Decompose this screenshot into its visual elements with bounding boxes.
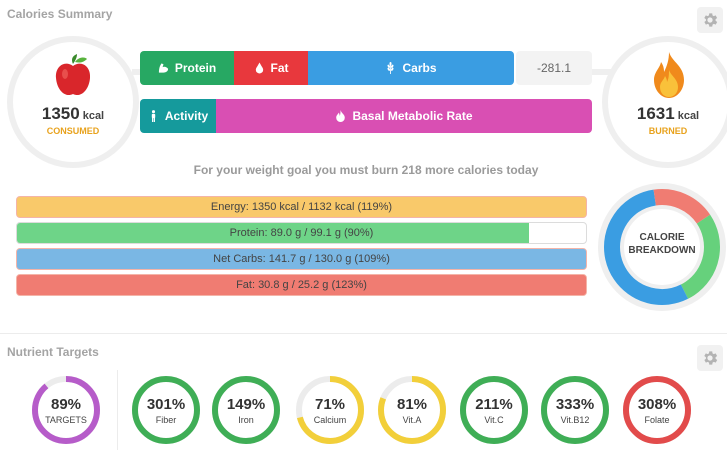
nutrient-target-iron[interactable]: 149% Iron — [211, 375, 281, 445]
nutrient-ring — [541, 376, 609, 444]
consumed-unit: kcal — [82, 110, 105, 122]
nutrient-ring-progress — [378, 376, 446, 444]
nutrient-percent: 149% — [226, 396, 266, 413]
nutrient-name: Vit.B12 — [560, 415, 590, 425]
burn-activity-label: Activity — [164, 109, 209, 123]
consumed-value: 1350 — [41, 104, 80, 123]
drop-icon — [255, 62, 263, 74]
flame-icon — [654, 52, 684, 98]
weight-goal-message: For your weight goal you must burn 218 m… — [193, 163, 539, 177]
nutrient-target-vit-c[interactable]: 211% Vit.C — [459, 375, 529, 445]
person-icon — [151, 110, 156, 122]
nutrient-name: Folate — [644, 415, 670, 425]
donut-segment-carbs[interactable] — [598, 183, 726, 311]
nutrient-ring-progress — [132, 376, 200, 444]
burn-bmr-label: Basal Metabolic Rate — [352, 109, 473, 123]
burn-activity-segment[interactable]: Activity — [140, 99, 216, 133]
arm-icon — [158, 63, 168, 73]
fat-progress-bar[interactable]: Fat: 30.8 g / 25.2 g (123%) — [16, 274, 587, 296]
burned-value: 1631 — [636, 104, 675, 123]
nutrient-name: Vit.C — [484, 415, 504, 425]
energy-progress-bar[interactable]: Energy: 1350 kcal / 1132 kcal (119%) — [16, 196, 587, 218]
nutrient-target-vit-b12[interactable]: 333% Vit.B12 — [540, 375, 610, 445]
nutrient-name: TARGETS — [45, 415, 87, 425]
nutrient-target-fiber[interactable]: 301% Fiber — [131, 375, 201, 445]
nutrient-percent: 211% — [475, 396, 513, 413]
protein-progress-fill — [17, 223, 530, 243]
protein-progress-bar[interactable]: Protein: 89.0 g / 99.1 g (90%) — [16, 222, 587, 244]
nutrient-ring-progress — [623, 376, 691, 444]
burned-unit: kcal — [677, 110, 700, 122]
nutrient-ring-progress — [541, 376, 609, 444]
nutrient-ring — [378, 376, 446, 444]
nutrient-name: Iron — [238, 415, 254, 425]
nutrient-ring — [132, 376, 200, 444]
consumed-label: CONSUMED — [46, 126, 100, 136]
intake-fat-label: Fat — [270, 61, 289, 75]
calorie-breakdown-chart[interactable]: CALORIE BREAKDOWN — [598, 183, 726, 311]
burn-bar: Activity Basal Metabolic Rate — [140, 99, 592, 133]
nutrient-name: Vit.A — [402, 415, 422, 425]
nutrient-ring-progress — [296, 376, 364, 444]
energy-progress-label: Energy: 1350 kcal / 1132 kcal (119%) — [210, 201, 393, 213]
summary-settings-button[interactable] — [697, 7, 723, 33]
net-carbs-progress-bar[interactable]: Net Carbs: 141.7 g / 130.0 g (109%) — [16, 248, 587, 270]
apple-icon — [55, 54, 91, 96]
nutrient-targets-title: Nutrient Targets — [7, 345, 99, 359]
nutrient-target-targets[interactable]: 89% TARGETS — [31, 375, 101, 445]
donut-center — [624, 209, 700, 285]
flame-small-icon — [336, 110, 346, 122]
section-divider — [0, 333, 727, 334]
nutrient-percent: 308% — [637, 396, 677, 413]
fat-progress-label: Fat: 30.8 g / 25.2 g (123%) — [236, 279, 367, 291]
gear-icon — [704, 351, 718, 365]
connector-left — [132, 69, 144, 75]
intake-protein-label: Protein — [174, 61, 217, 75]
connector-right — [588, 69, 612, 75]
nutrient-target-folate[interactable]: 308% Folate — [622, 375, 692, 445]
calories-summary-title: Calories Summary — [7, 7, 113, 21]
nutrient-target-vit-a[interactable]: 81% Vit.A — [377, 375, 447, 445]
nutrient-percent: 89% — [50, 396, 82, 413]
net-carbs-progress-fill — [17, 249, 586, 269]
nutrient-ring — [296, 376, 364, 444]
nutrient-percent: 71% — [314, 396, 346, 413]
gear-icon — [704, 13, 718, 27]
burned-circle: 1631 kcal BURNED — [602, 36, 727, 168]
nutrient-ring-progress — [212, 376, 280, 444]
net-carbs-progress-label: Net Carbs: 141.7 g / 130.0 g (109%) — [213, 253, 390, 265]
energy-progress-fill — [17, 197, 586, 217]
nutrient-percent: 333% — [555, 396, 595, 413]
nutrient-ring-progress — [32, 376, 100, 444]
intake-protein-segment[interactable]: Protein — [140, 51, 234, 85]
breakdown-label-line1: CALORIE — [639, 232, 685, 243]
nutrient-name: Fiber — [155, 415, 177, 425]
intake-carbs-label: Carbs — [402, 61, 437, 75]
breakdown-label-line2: BREAKDOWN — [628, 245, 696, 256]
intake-carbs-segment[interactable]: Carbs — [308, 51, 514, 85]
intake-bar: Protein Fat Carbs — [140, 51, 514, 85]
targets-divider — [117, 370, 118, 450]
consumed-circle: 1350 kcal CONSUMED — [7, 36, 139, 168]
nutrient-percent: 81% — [396, 396, 428, 413]
intake-fat-segment[interactable]: Fat — [234, 51, 308, 85]
nutrient-percent: 301% — [146, 396, 186, 413]
burn-bmr-segment[interactable]: Basal Metabolic Rate — [216, 99, 592, 133]
protein-progress-label: Protein: 89.0 g / 99.1 g (90%) — [229, 227, 374, 239]
fat-progress-fill — [17, 275, 586, 295]
nutrient-ring — [460, 376, 528, 444]
donut-segment-protein[interactable] — [598, 183, 726, 311]
nutrient-ring — [32, 376, 100, 444]
burned-label: BURNED — [648, 126, 688, 136]
nutrient-ring-progress — [460, 376, 528, 444]
wheat-icon — [388, 62, 394, 74]
calorie-remainder: -281.1 — [516, 51, 592, 85]
nutrient-target-calcium[interactable]: 71% Calcium — [295, 375, 365, 445]
calorie-breakdown-donut — [598, 183, 726, 311]
nutrients-settings-button[interactable] — [697, 345, 723, 371]
nutrient-name: Calcium — [313, 415, 347, 425]
nutrient-ring — [212, 376, 280, 444]
nutrient-ring — [623, 376, 691, 444]
